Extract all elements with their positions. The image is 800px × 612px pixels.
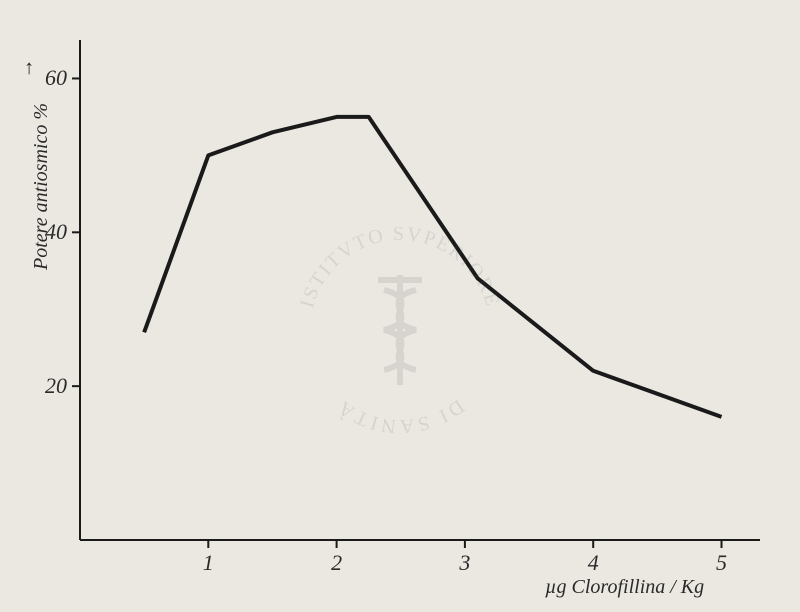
x-tick-label: 2 bbox=[317, 550, 357, 576]
chart-svg bbox=[0, 0, 800, 612]
data-line bbox=[144, 117, 721, 417]
y-tick-label: 60 bbox=[27, 65, 67, 91]
x-tick-label: 5 bbox=[702, 550, 742, 576]
chart-container: ISTITVTO SVPERIORE DI SANITÀ Potere anti… bbox=[0, 0, 800, 612]
x-tick-label: 1 bbox=[188, 550, 228, 576]
x-axis-label: µg Clorofillina / Kg bbox=[545, 576, 704, 599]
x-tick-label: 4 bbox=[573, 550, 613, 576]
x-tick-label: 3 bbox=[445, 550, 485, 576]
y-tick-label: 40 bbox=[27, 219, 67, 245]
y-tick-label: 20 bbox=[27, 373, 67, 399]
